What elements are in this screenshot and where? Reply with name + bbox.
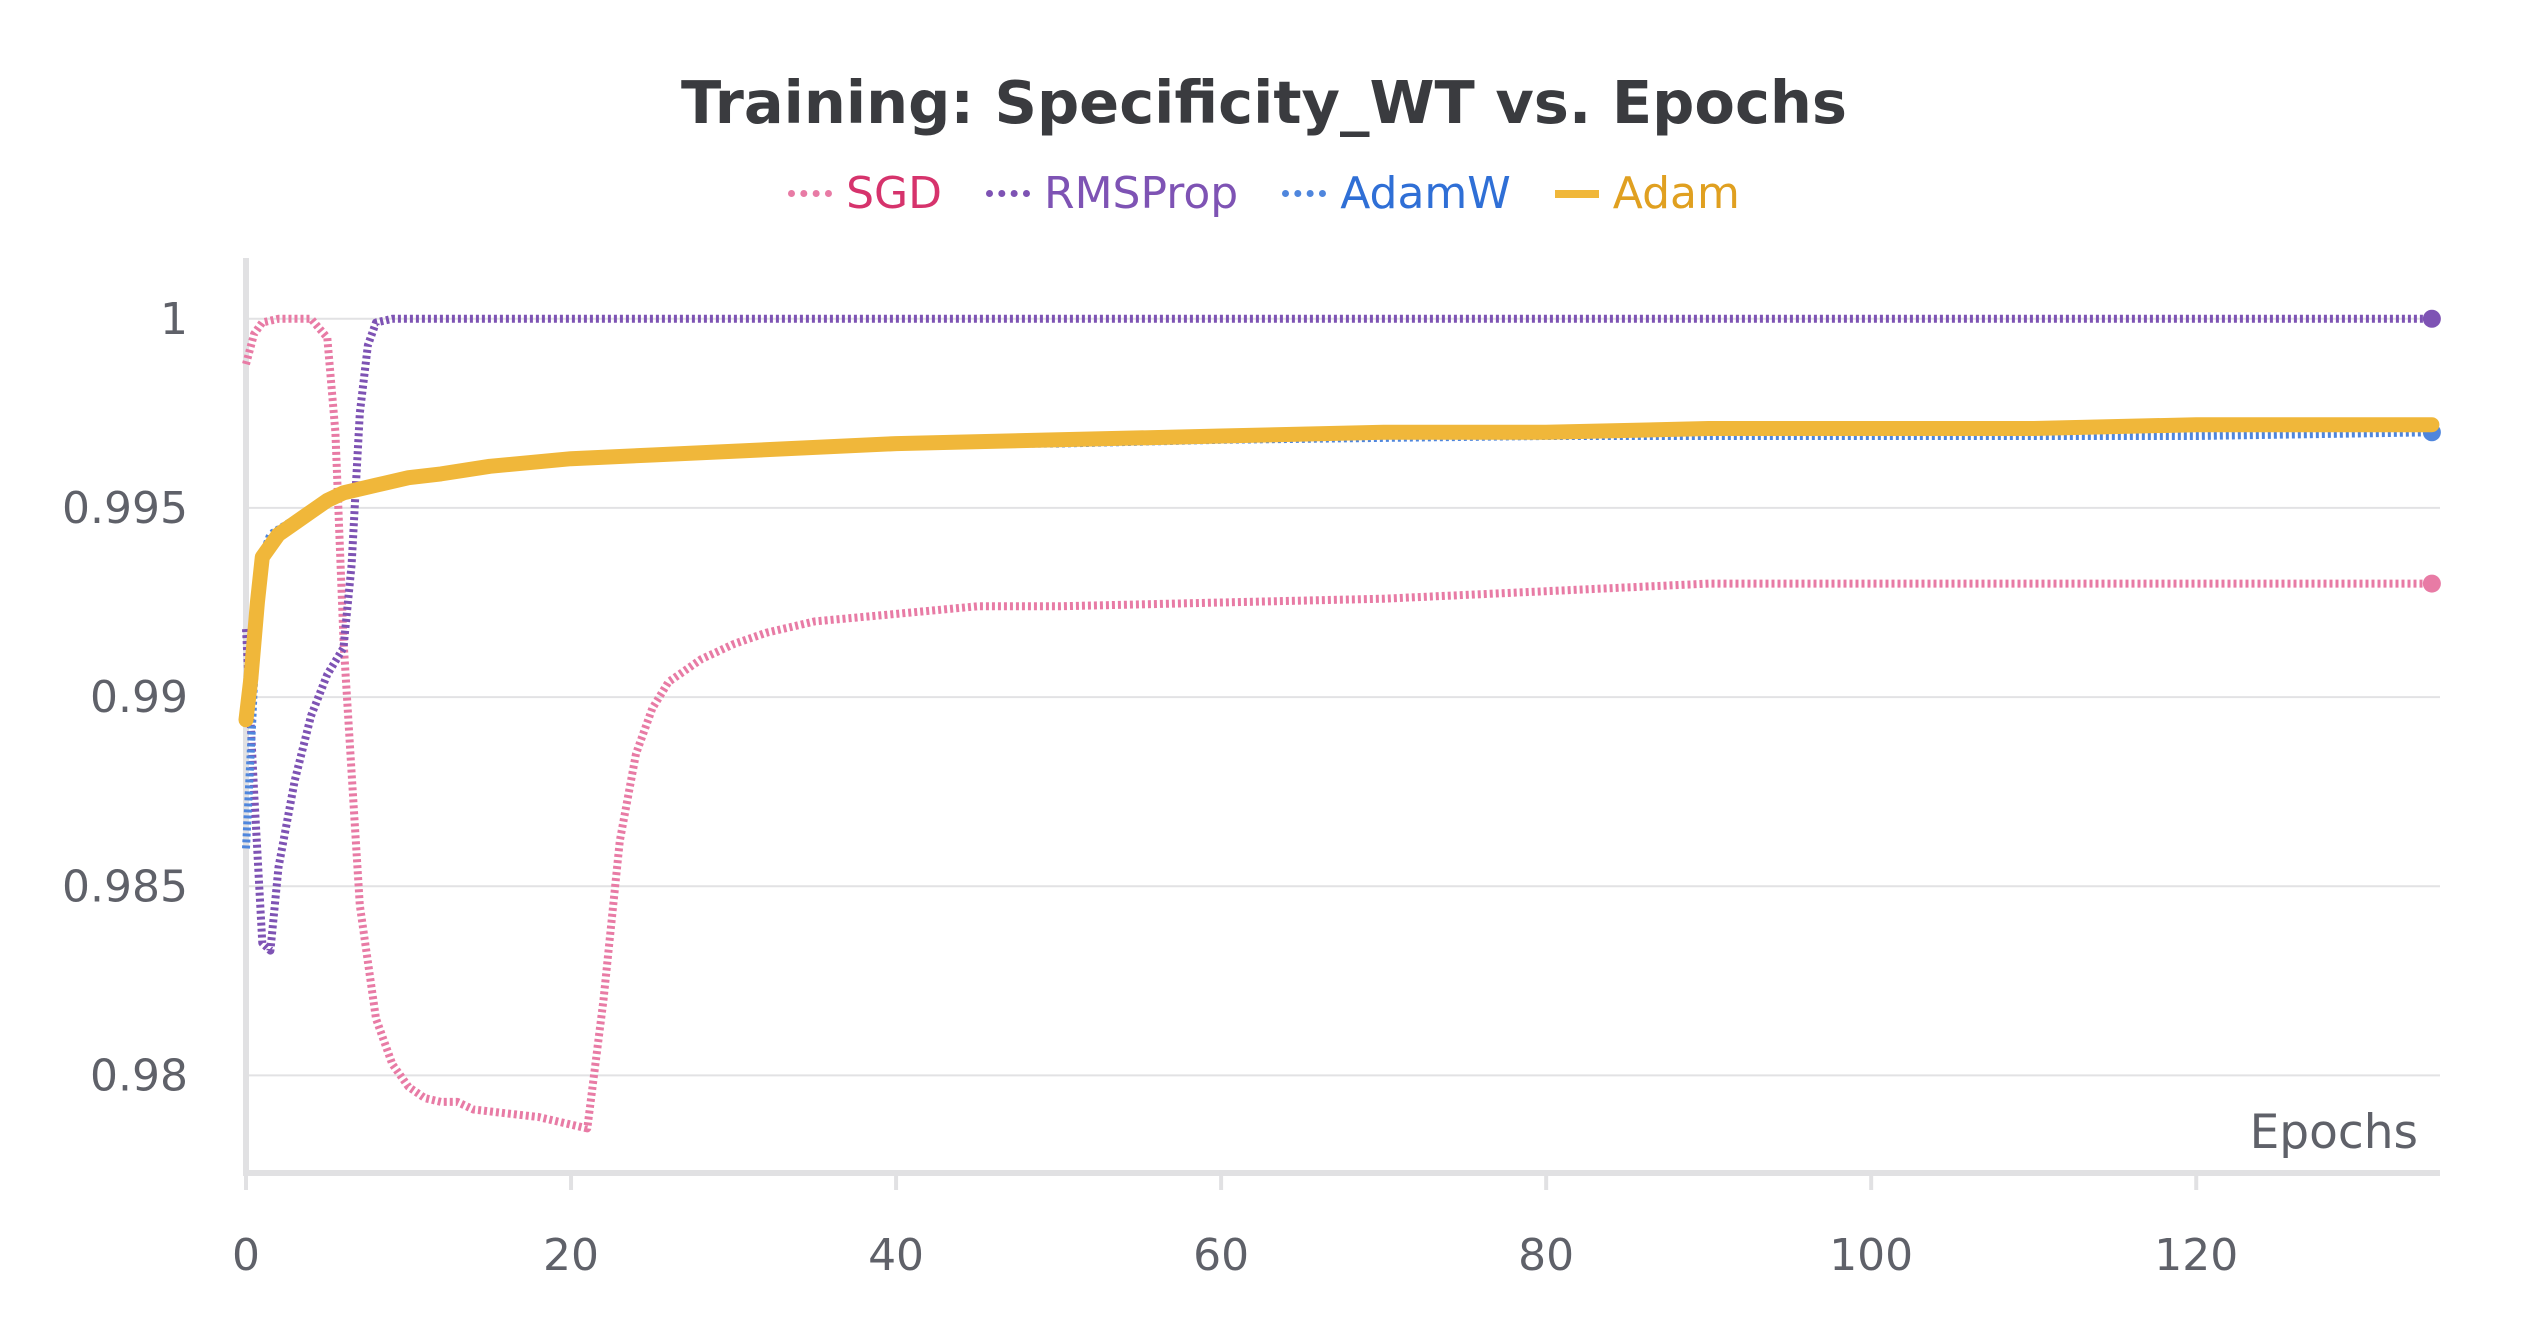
x-tick-label: 100	[1829, 1230, 1913, 1281]
chart-title: Training: Specificity_WT vs. Epochs	[680, 68, 1848, 137]
y-tick-label: 0.98	[90, 1050, 188, 1101]
legend-swatch-sgd	[788, 190, 833, 197]
legend-item-rmsprop[interactable]: RMSProp	[986, 168, 1238, 219]
y-tick-label: 0.995	[62, 483, 188, 534]
series-line-adamw	[242, 428, 2432, 849]
legend-item-sgd[interactable]: SGD	[788, 168, 942, 219]
x-tick-label: 120	[2154, 1230, 2238, 1281]
series-line-sgd	[242, 314, 2432, 1133]
series-end-marker-rmsprop	[2422, 309, 2441, 328]
x-tick-label: 20	[543, 1230, 599, 1281]
legend-item-adamw[interactable]: AdamW	[1282, 168, 1511, 219]
x-axis-label: Epochs	[2250, 1105, 2418, 1160]
x-tick-label: 40	[868, 1230, 924, 1281]
labels: 0.98 0.985 0.99 0.995 1 0 20 40 60 80 100 120 Epochs	[62, 294, 2418, 1281]
series	[238, 309, 2441, 1133]
y-tick-label: 1	[160, 294, 188, 345]
series-line-adam	[238, 417, 2440, 728]
legend-item-adam[interactable]: Adam	[1554, 168, 1740, 219]
axes	[243, 258, 2440, 1190]
legend-label-sgd: SGD	[846, 168, 942, 219]
legend-swatch-rmsprop	[986, 190, 1030, 197]
legend-label-rmsprop: RMSProp	[1044, 168, 1239, 219]
x-tick-label: 60	[1193, 1230, 1249, 1281]
legend: SGD RMSProp AdamW Adam	[0, 168, 2528, 219]
legend-label-adam: Adam	[1612, 168, 1740, 219]
legend-swatch-adam	[1554, 189, 1599, 198]
y-tick-label: 0.985	[62, 861, 188, 912]
legend-swatch-adamw	[1282, 190, 1327, 197]
x-tick-label: 80	[1518, 1230, 1574, 1281]
series-line-rmsprop	[242, 314, 2432, 955]
legend-label-adamw: AdamW	[1340, 168, 1511, 219]
series-end-marker-sgd	[2422, 574, 2441, 593]
y-tick-label: 0.99	[90, 672, 188, 723]
x-tick-label: 0	[232, 1230, 260, 1281]
